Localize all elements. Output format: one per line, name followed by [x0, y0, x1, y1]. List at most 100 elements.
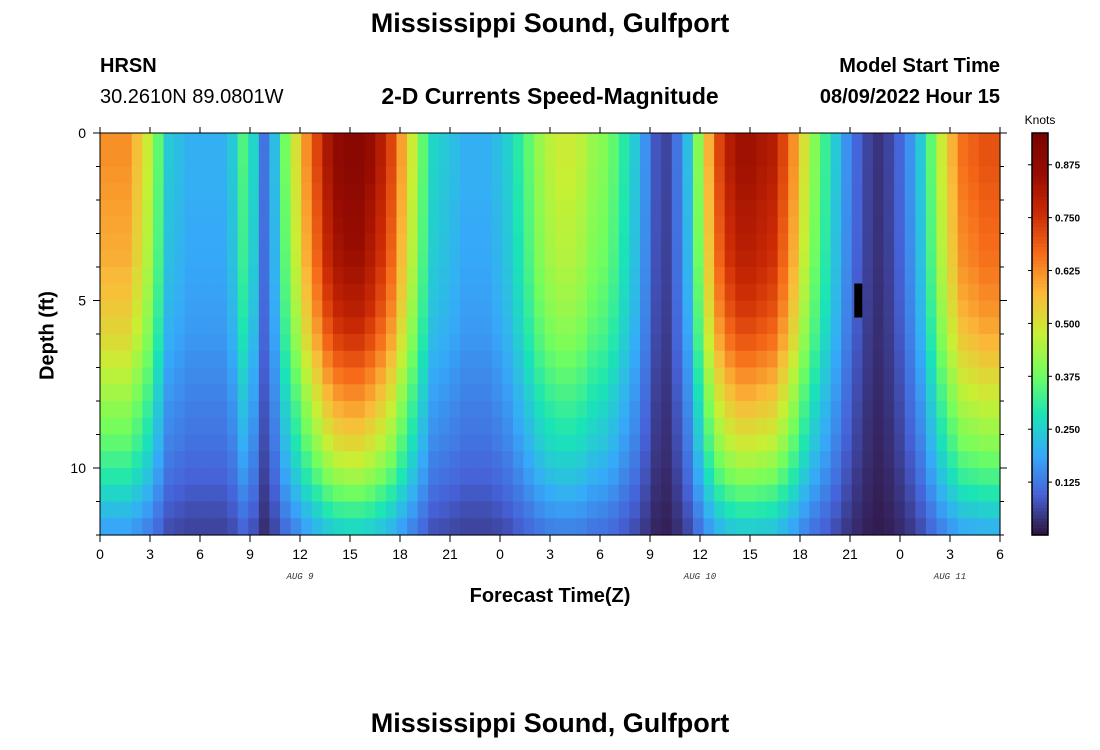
heatmap-cell [248, 216, 260, 235]
heatmap-cell [925, 484, 938, 503]
heatmap-cell [470, 283, 482, 302]
heatmap-cell [290, 334, 302, 352]
heatmap-cell [195, 334, 207, 352]
colorbar-segment [1032, 380, 1048, 385]
heatmap-cell [587, 233, 599, 251]
heatmap-cell [460, 468, 472, 486]
heatmap-cell [565, 417, 578, 436]
heatmap-cell [523, 451, 535, 469]
heatmap-cell [502, 283, 514, 302]
heatmap-cell [163, 501, 175, 519]
heatmap-cell [290, 468, 302, 486]
heatmap-cell [883, 250, 895, 268]
heatmap-cell [438, 434, 451, 452]
heatmap-cell [788, 133, 800, 151]
heatmap-cell [301, 233, 313, 251]
heatmap-cell [978, 133, 991, 151]
heatmap-cell [862, 451, 874, 469]
heatmap-cell [375, 434, 387, 452]
heatmap-cell [544, 200, 556, 218]
heatmap-cell [968, 200, 980, 218]
heatmap-cell [258, 401, 271, 419]
heatmap-cell [597, 468, 609, 486]
heatmap-cell [809, 384, 821, 402]
heatmap-cell [883, 166, 895, 184]
heatmap-cell [227, 334, 239, 352]
heatmap-cell [555, 200, 567, 218]
heatmap-cell [618, 317, 631, 335]
x-tick-label: 3 [946, 546, 954, 562]
heatmap-cell [205, 350, 218, 369]
heatmap-cell [692, 384, 705, 402]
heatmap-cell [618, 384, 631, 402]
heatmap-cell [428, 367, 440, 385]
heatmap-cell [809, 250, 821, 268]
heatmap-cell [396, 350, 408, 369]
heatmap-cell [565, 334, 578, 352]
heatmap-cell [957, 166, 969, 184]
heatmap-cell [640, 401, 652, 419]
heatmap-cell [925, 501, 938, 519]
heatmap-cell [936, 233, 948, 251]
heatmap-cell [258, 283, 271, 302]
heatmap-cell [618, 149, 631, 168]
heatmap-cell [322, 233, 334, 251]
heatmap-cell [227, 250, 239, 268]
heatmap-cell [555, 451, 567, 469]
heatmap-cell [248, 451, 260, 469]
heatmap-cell [851, 484, 863, 503]
heatmap-cell [332, 518, 345, 536]
colorbar-segment [1032, 243, 1048, 248]
colorbar-segment [1032, 494, 1048, 499]
heatmap-cell [608, 384, 620, 402]
heatmap-cell [872, 417, 885, 436]
heatmap-cell [195, 434, 207, 452]
heatmap-cell [195, 283, 207, 302]
heatmap-cell [671, 300, 683, 318]
heatmap-cell [385, 267, 398, 285]
heatmap-cell [121, 334, 133, 352]
heatmap-cell [163, 216, 175, 235]
heatmap-cell [925, 384, 938, 402]
heatmap-cell [174, 133, 186, 151]
heatmap-cell [587, 200, 599, 218]
heatmap-cell [587, 518, 599, 536]
heatmap-cell [618, 250, 631, 268]
heatmap-cell [925, 200, 938, 218]
heatmap-cell [460, 267, 472, 285]
heatmap-cell [989, 283, 1001, 302]
heatmap-cell [216, 166, 228, 184]
heatmap-cell [883, 484, 895, 503]
heatmap-cell [364, 233, 376, 251]
heatmap-cell [640, 250, 652, 268]
heatmap-cell [957, 350, 969, 369]
heatmap-cell [332, 283, 345, 302]
heatmap-cell [332, 200, 345, 218]
heatmap-cell [184, 518, 196, 536]
heatmap-cell [152, 267, 165, 285]
heatmap-cell [269, 166, 281, 184]
heatmap-cell [460, 216, 472, 235]
heatmap-cell [481, 484, 493, 503]
heatmap-cell [989, 149, 1001, 168]
heatmap-cell [512, 401, 525, 419]
heatmap-cell [152, 501, 165, 519]
heatmap-cell [682, 233, 694, 251]
heatmap-cell [332, 434, 345, 452]
heatmap-cell [936, 216, 948, 235]
heatmap-cell [396, 484, 408, 503]
heatmap-cell [110, 401, 122, 419]
colorbar-segment [1032, 511, 1048, 516]
heatmap-cell [968, 417, 980, 436]
heatmap-cell [629, 350, 641, 369]
heatmap-cell [301, 133, 313, 151]
heatmap-cell [883, 501, 895, 519]
heatmap-cell [438, 417, 451, 436]
heatmap-cell [438, 401, 451, 419]
heatmap-cell [121, 250, 133, 268]
heatmap-cell [862, 216, 874, 235]
heatmap-cell [131, 518, 143, 536]
heatmap-cell [925, 183, 938, 201]
heatmap-cell [407, 267, 419, 285]
heatmap-cell [491, 200, 503, 218]
